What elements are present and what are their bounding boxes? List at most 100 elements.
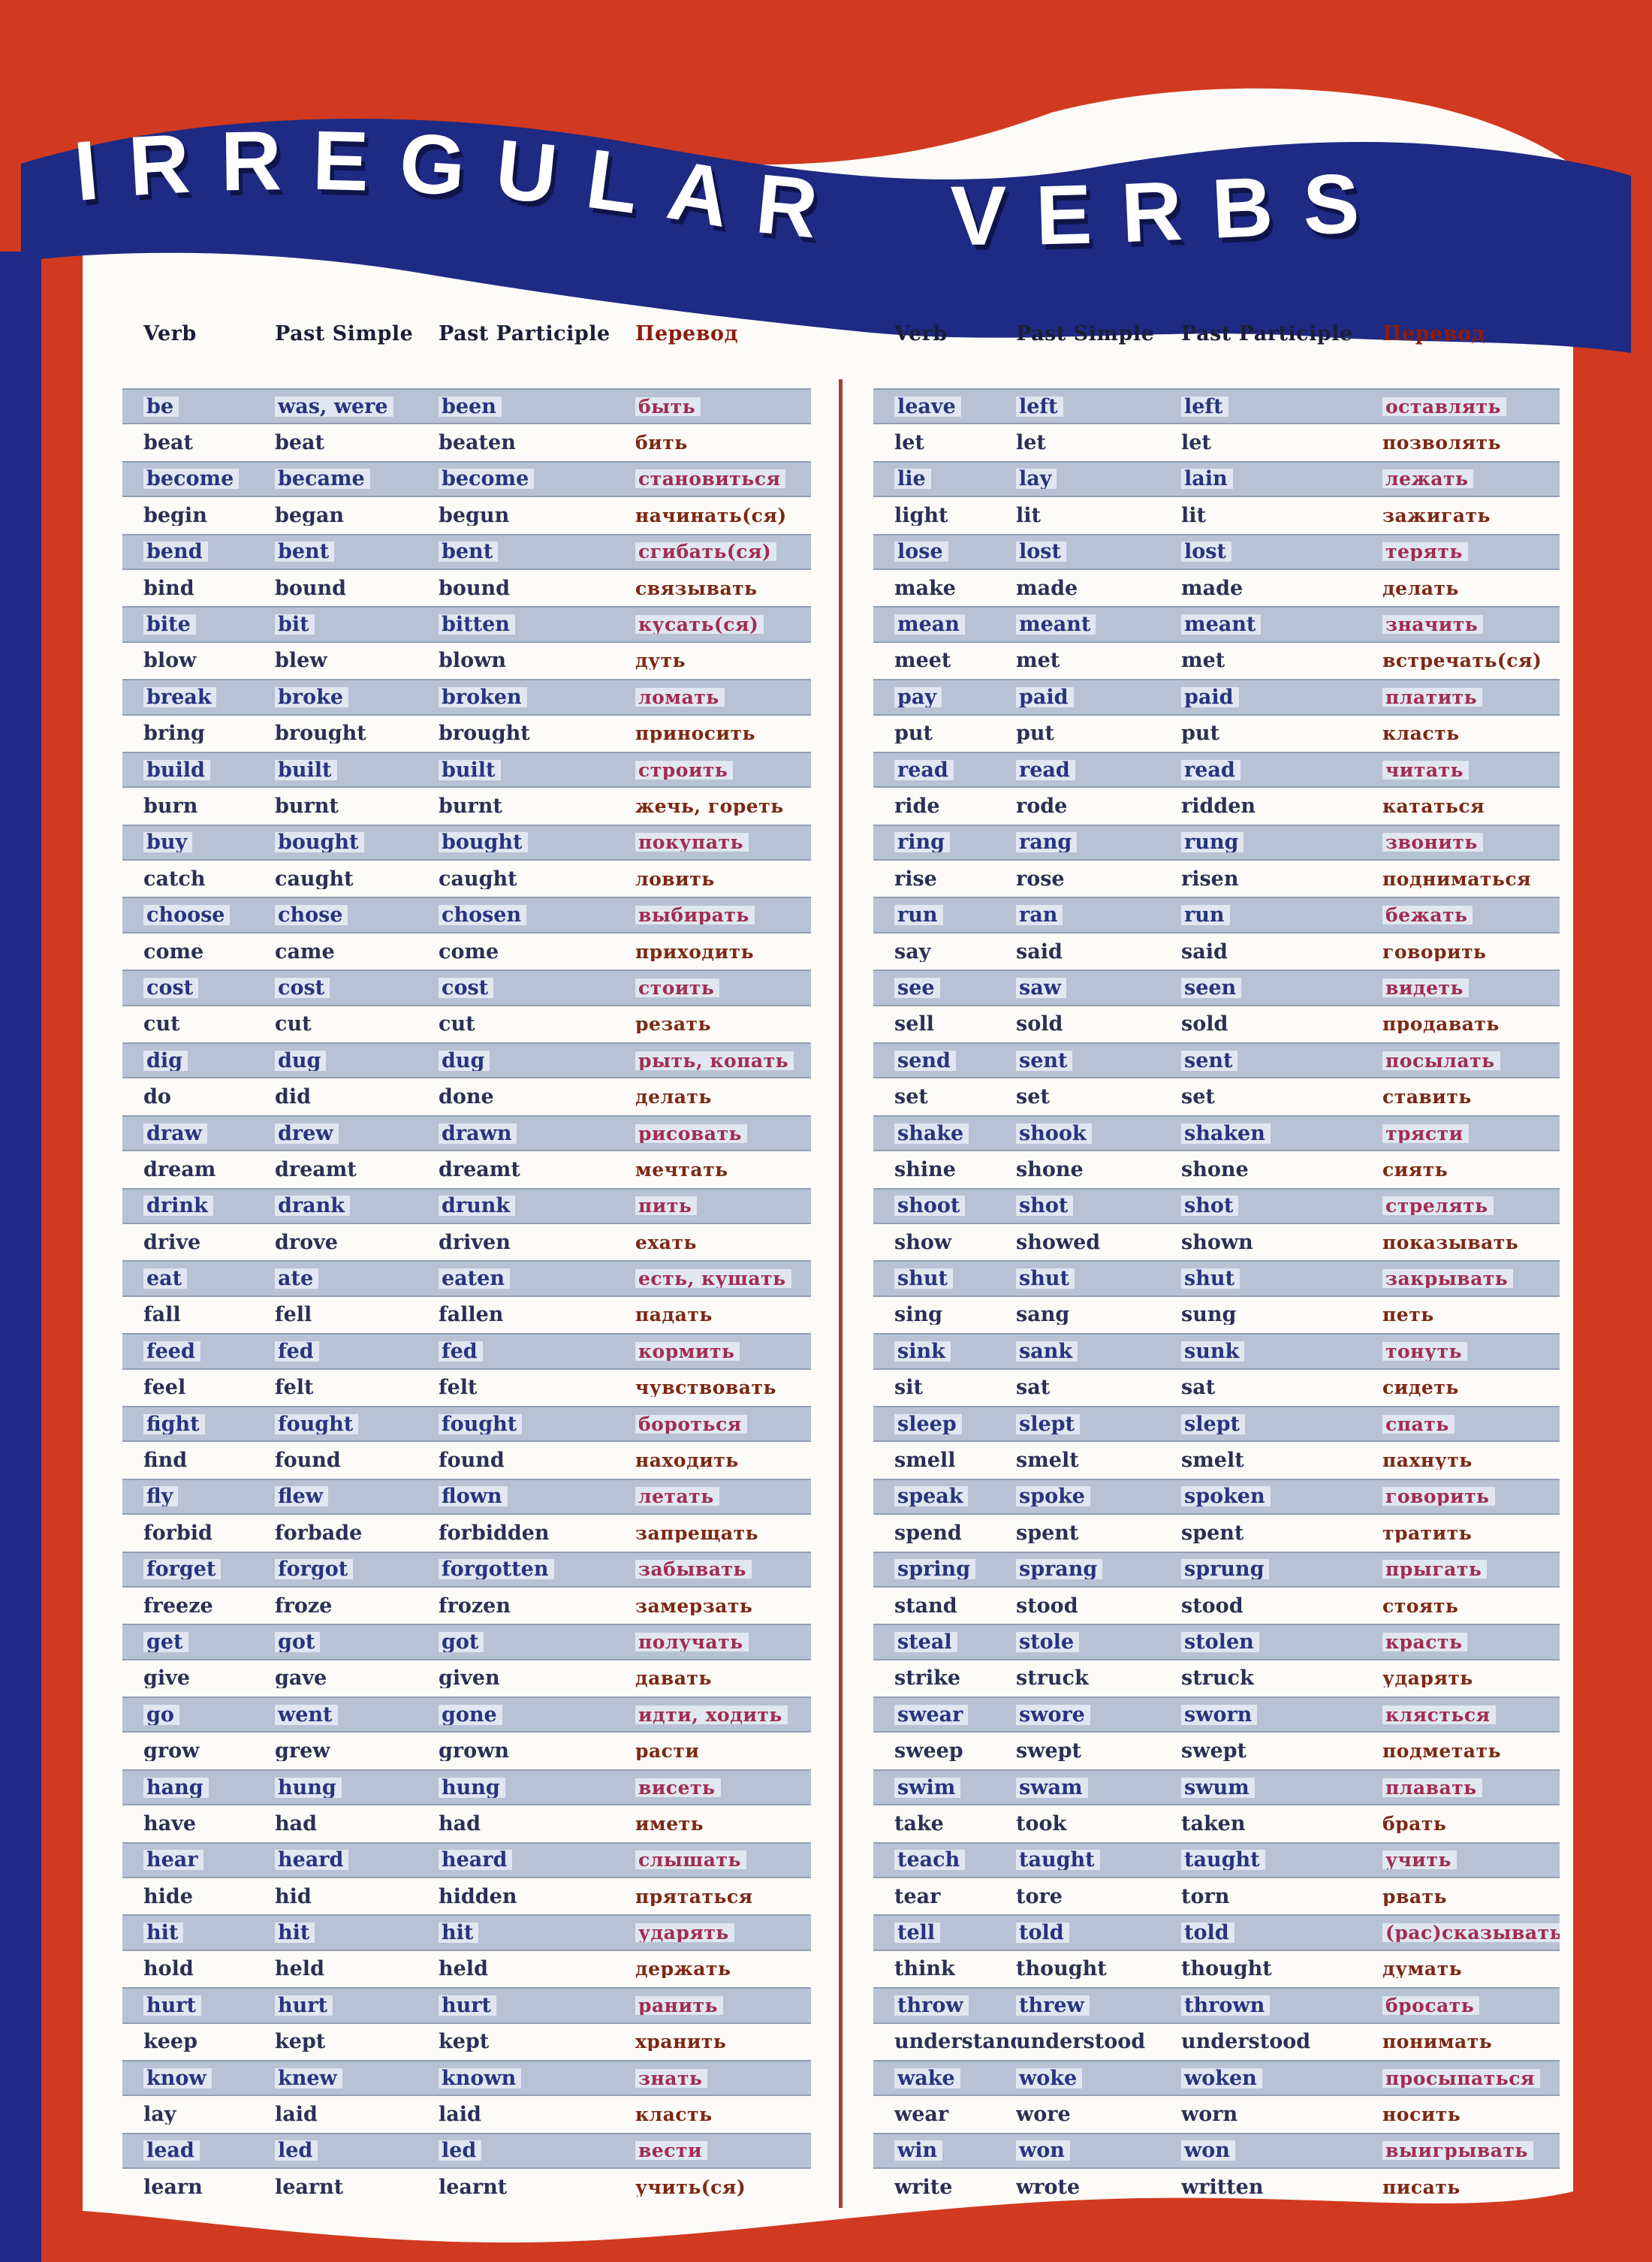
verb-cell: build <box>143 759 275 780</box>
verb-cell: speak <box>894 1486 1016 1507</box>
verb-cell: fly <box>143 1486 275 1507</box>
past-simple-cell: led <box>275 2140 439 2161</box>
table-row: tell told told (рас)сказывать <box>873 1914 1560 1951</box>
table-row: learn learnt learnt учить(ся) <box>122 2169 811 2205</box>
past-simple-cell: caught <box>275 868 354 889</box>
translation-cell: говорить <box>1382 942 1487 961</box>
past-simple-cell: bound <box>275 578 347 599</box>
past-participle-cell: worn <box>1181 2104 1238 2125</box>
past-participle-cell: bitten <box>439 614 635 635</box>
past-simple-cell: held <box>275 1959 324 1980</box>
table-row: spend spent spent тратить <box>873 1515 1560 1551</box>
table-row: ride rode ridden кататься <box>873 788 1560 824</box>
verb-cell: dig <box>143 1050 275 1071</box>
past-simple-cell: smelt <box>1016 1450 1079 1471</box>
past-participle-cell: forgotten <box>439 1559 635 1580</box>
translation-cell: держать <box>635 1959 731 1979</box>
verb-cell: know <box>143 2067 275 2089</box>
translation-cell: прыгать <box>1382 1560 1560 1579</box>
translation-cell: красть <box>1382 1632 1560 1651</box>
past-simple-cell: burnt <box>275 795 339 816</box>
verb-cell: lie <box>894 469 1016 490</box>
translation-cell: чувствовать <box>635 1378 776 1398</box>
table-row: catch caught caught ловить <box>122 861 811 897</box>
column-header-verb: Verb <box>894 321 948 345</box>
past-participle-cell: sunk <box>1181 1341 1382 1362</box>
translation-cell: учить <box>1382 1850 1560 1870</box>
translation-cell: идти, ходить <box>635 1705 811 1724</box>
past-participle-cell: fed <box>439 1341 635 1362</box>
past-simple-cell: fought <box>275 1413 439 1434</box>
verb-cell: think <box>894 1959 955 1980</box>
verb-cell: teach <box>894 1850 1016 1871</box>
translation-cell: стрелять <box>1382 1196 1560 1216</box>
translation-cell: сидеть <box>1382 1378 1459 1398</box>
verb-cell: take <box>894 1813 944 1834</box>
past-participle-cell: won <box>1181 2140 1382 2161</box>
past-simple-cell: kept <box>275 2031 326 2052</box>
translation-cell: просыпаться <box>1382 2068 1560 2088</box>
translation-cell: показывать <box>1382 1232 1519 1252</box>
past-participle-cell: sent <box>1181 1050 1382 1071</box>
verb-cell: drink <box>143 1196 275 1217</box>
verb-cell: bind <box>143 578 194 599</box>
past-simple-cell: froze <box>275 1595 333 1616</box>
past-participle-cell: known <box>439 2067 635 2089</box>
past-simple-cell: shot <box>1016 1196 1181 1217</box>
table-row: teach taught taught учить <box>873 1841 1560 1879</box>
table-row: tear tore torn рвать <box>873 1878 1560 1914</box>
verb-cell: draw <box>143 1123 275 1144</box>
column-header-translation: Перевод <box>635 321 738 345</box>
translation-cell: брать <box>1382 1814 1447 1833</box>
verb-cell: shake <box>894 1123 1016 1144</box>
verb-cell: fight <box>143 1413 275 1434</box>
past-simple-cell: stole <box>1016 1631 1181 1652</box>
table-row: put put put класть <box>873 716 1560 752</box>
past-simple-cell: sang <box>1016 1304 1070 1326</box>
translation-cell: встречать(ся) <box>1382 651 1542 671</box>
verb-cell: show <box>894 1232 952 1253</box>
past-participle-cell: taken <box>1181 1813 1246 1834</box>
verb-cell: dream <box>143 1159 216 1180</box>
past-participle-cell: been <box>439 396 635 417</box>
table-row: light lit lit зажигать <box>873 497 1560 533</box>
verb-cell: sleep <box>894 1413 1016 1434</box>
translation-cell: иметь <box>635 1814 704 1833</box>
translation-cell: ломать <box>635 687 811 707</box>
verb-cell: let <box>894 433 924 454</box>
right-table-header: Verb Past Simple Past Participle Перевод <box>873 318 1581 348</box>
verb-cell: sink <box>894 1341 1016 1362</box>
past-simple-cell: left <box>1016 396 1181 417</box>
verb-cell: do <box>143 1087 171 1108</box>
past-simple-cell: learnt <box>275 2176 344 2197</box>
table-row: draw drew drawn рисовать <box>122 1114 811 1152</box>
table-row: let let let позволять <box>873 424 1560 460</box>
past-simple-cell: threw <box>1016 1995 1181 2016</box>
table-row: steal stole stolen красть <box>873 1624 1560 1660</box>
table-row: dream dreamt dreamt мечтать <box>122 1151 811 1187</box>
translation-cell: выигрывать <box>1382 2141 1560 2161</box>
past-simple-cell: took <box>1016 1813 1067 1834</box>
past-simple-cell: shone <box>1016 1159 1084 1180</box>
past-simple-cell: found <box>275 1450 341 1471</box>
verb-cell: hit <box>143 1923 275 1944</box>
table-row: sleep slept slept спать <box>873 1405 1560 1443</box>
translation-cell: ударять <box>635 1923 811 1943</box>
translation-cell: рвать <box>1382 1887 1448 1906</box>
past-participle-cell: dreamt <box>439 1159 520 1180</box>
translation-cell: писать <box>1382 2177 1461 2197</box>
verb-cell: pay <box>894 686 1016 707</box>
translation-cell: вести <box>635 2141 811 2161</box>
past-simple-cell: spent <box>1016 1522 1079 1543</box>
verb-cell: lay <box>143 2104 176 2125</box>
verb-cell: swim <box>894 1777 1016 1798</box>
translation-cell: учить(ся) <box>635 2177 746 2197</box>
table-row: say said said говорить <box>873 933 1560 970</box>
verb-cell: stand <box>894 1595 957 1616</box>
table-row: show showed shown показывать <box>873 1224 1560 1260</box>
past-simple-cell: beat <box>275 433 325 454</box>
verb-cell: set <box>894 1087 928 1108</box>
verb-cell: shoot <box>894 1196 1016 1217</box>
past-simple-cell: lit <box>1016 505 1041 526</box>
past-participle-cell: forbidden <box>439 1522 550 1543</box>
